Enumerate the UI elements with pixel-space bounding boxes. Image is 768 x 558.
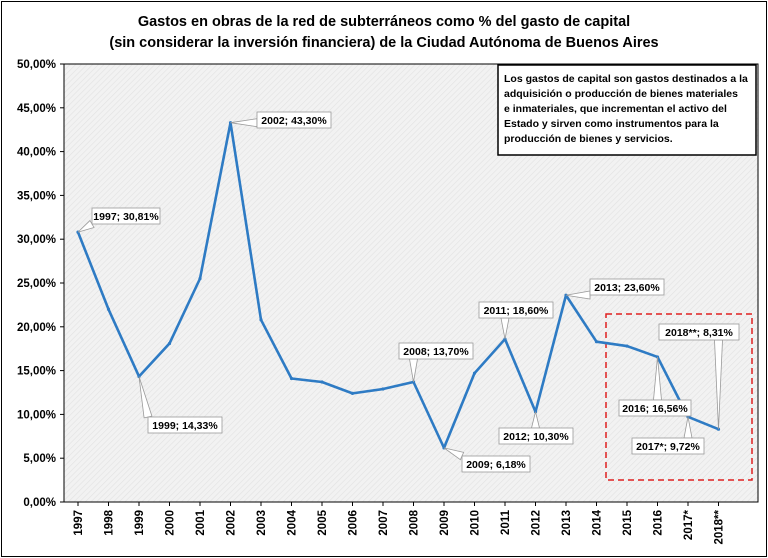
callout-label: 2012; 10,30%: [503, 431, 569, 443]
callout-label: 2009; 6,18%: [466, 459, 526, 471]
note-line-2: adquisición o producción de bienes mater…: [504, 88, 738, 100]
callout-label: 2011; 18,60%: [484, 305, 549, 317]
data-point: [625, 344, 629, 348]
y-axis: 0,00% 5,00% 10,00% 15,00% 20,00% 25,00% 30,00%…: [17, 59, 64, 509]
callout-box: [398, 342, 474, 360]
data-point: [289, 376, 294, 381]
x-axis: 1997 1998 1999 2000 2001 2002 2003 2004 2005 2006…: [73, 502, 726, 545]
callout-label: 2008; 13,70%: [403, 346, 469, 358]
callout-box: [91, 207, 161, 225]
y-tick-label: 20,00%: [17, 322, 56, 334]
callout-box: [618, 399, 692, 417]
note-box: [497, 64, 757, 156]
callout-label: 2017*; 9,72%: [636, 441, 700, 453]
x-tick-label: 2010: [470, 510, 482, 536]
x-tick-label: 2005: [317, 509, 329, 535]
x-tick-label: 2018**: [714, 509, 726, 544]
data-point: [350, 391, 355, 395]
y-tick-label: 0,00%: [23, 497, 56, 509]
x-tick-label: 2009: [439, 510, 451, 536]
x-tick-label: 1999: [134, 510, 146, 536]
callout-box: [461, 455, 531, 473]
data-callout: 2009; 6,18%: [443, 447, 531, 473]
callouts-group: 1997; 30,81% 1999; 14,33% 2002; 43,30% 2008…: [77, 111, 740, 473]
callout-box: [631, 437, 705, 455]
data-callout: 2012; 10,30%: [498, 411, 574, 445]
callout-label: 2013; 23,60%: [594, 282, 660, 294]
chart-title-line-2: (sin considerar la inversión financiera)…: [109, 35, 658, 51]
x-tick-label: 2016: [653, 510, 665, 536]
callout-label: 2002; 43,30%: [261, 115, 327, 127]
data-callout: 2017*; 9,72%: [631, 416, 705, 455]
data-callout: 2018**; 8,31%: [658, 323, 740, 430]
y-tick-label: 15,00%: [17, 366, 56, 378]
callout-label: 2018**; 8,31%: [665, 327, 733, 339]
series-line: [76, 121, 719, 450]
data-callout: 2016; 16,56%: [618, 356, 692, 417]
data-callout: 2002; 43,30%: [230, 111, 332, 129]
x-tick-label: 2014: [592, 509, 604, 535]
x-tick-label: 2015: [622, 509, 634, 535]
data-point: [106, 307, 111, 311]
y-tick-label: 45,00%: [17, 103, 56, 115]
definition-note: Los gastos de capital son gastos destina…: [497, 64, 757, 156]
note-line-4: Estado y sirven como instrumentos para l…: [504, 118, 719, 130]
data-point: [320, 380, 324, 384]
data-point: [167, 341, 172, 346]
callout-label: 1999; 14,33%: [152, 420, 218, 432]
callout-label: 2016; 16,56%: [622, 403, 688, 415]
data-callout: 2008; 13,70%: [398, 342, 474, 383]
callout-box: [589, 278, 665, 296]
y-tick-label: 30,00%: [17, 234, 56, 246]
x-tick-label: 2012: [531, 510, 543, 536]
data-point: [594, 340, 599, 344]
highlight-box: [605, 313, 753, 481]
x-tick-label: 2017*: [683, 509, 695, 540]
y-tick-label: 35,00%: [17, 190, 56, 202]
x-tick-label: 2008: [409, 509, 421, 535]
x-tick-label: 2013: [561, 510, 573, 536]
data-point: [259, 318, 263, 322]
x-tick-label: 2000: [165, 510, 177, 536]
callout-box: [147, 416, 223, 434]
y-tick-label: 25,00%: [17, 278, 56, 290]
note-line-3: e inmateriales, que incrementan el activ…: [504, 103, 727, 115]
x-tick-label: 2003: [256, 510, 268, 536]
callout-label: 1997; 30,81%: [93, 211, 159, 223]
note-line-1: Los gastos de capital son gastos destina…: [504, 73, 748, 85]
x-tick-label: 2004: [287, 509, 299, 535]
callout-box: [658, 323, 740, 341]
data-point: [472, 371, 477, 375]
data-point: [381, 387, 385, 391]
y-tick-label: 50,00%: [17, 59, 56, 71]
x-tick-label: 2011: [500, 509, 512, 535]
x-tick-label: 1998: [104, 509, 116, 535]
callout-box: [478, 301, 554, 319]
data-callout: 1997; 30,81%: [77, 207, 161, 233]
data-callout: 2013; 23,60%: [565, 278, 665, 300]
x-tick-label: 2002: [226, 510, 238, 536]
data-point: [198, 277, 202, 281]
x-tick-label: 1997: [73, 510, 85, 536]
y-tick-label: 10,00%: [17, 409, 56, 421]
note-line-5: producción de bienes y servicios.: [504, 133, 673, 145]
x-tick-label: 2007: [378, 510, 390, 536]
x-tick-label: 2006: [348, 510, 360, 536]
data-callout: 1999; 14,33%: [138, 376, 223, 434]
callout-box: [256, 111, 332, 129]
callout-box: [498, 427, 574, 445]
chart-title-line-1: Gastos en obras de la red de subterráneo…: [138, 14, 630, 30]
y-tick-label: 5,00%: [23, 453, 56, 465]
data-callout: 2011; 18,60%: [478, 301, 554, 340]
y-tick-label: 40,00%: [17, 147, 56, 159]
x-tick-label: 2001: [195, 509, 207, 535]
